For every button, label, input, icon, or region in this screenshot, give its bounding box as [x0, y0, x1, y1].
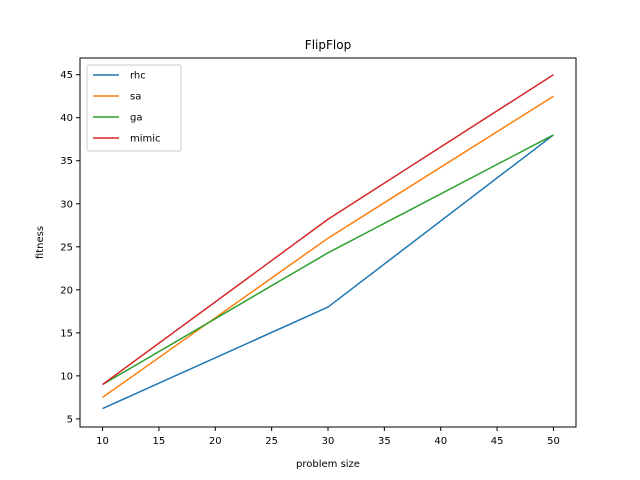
legend: rhc sa ga mimic: [86, 64, 182, 152]
series-layer: [102, 74, 554, 410]
legend-label-sa: sa: [130, 92, 141, 103]
legend-label-ga: ga: [130, 113, 142, 124]
y-tick-label: 25: [60, 242, 73, 253]
y-tick-label: 35: [60, 156, 73, 167]
x-tick-label: 10: [96, 436, 109, 447]
y-axis: 5 10 15 20 25 30 35 40 45: [60, 70, 80, 425]
y-tick-label: 5: [67, 414, 73, 425]
series-line-ga: [102, 134, 554, 386]
x-tick-label: 50: [547, 436, 560, 447]
x-tick-label: 25: [265, 436, 278, 447]
x-tick-label: 35: [378, 436, 391, 447]
y-tick-label: 45: [60, 70, 73, 81]
x-tick-label: 40: [434, 436, 447, 447]
y-tick-label: 30: [60, 199, 73, 210]
x-tick-label: 20: [209, 436, 222, 447]
x-tick-label: 15: [153, 436, 166, 447]
x-axis: 10 15 20 25 30 35 40 45 50: [96, 427, 560, 447]
y-axis-label: fitness: [35, 226, 46, 259]
legend-label-rhc: rhc: [130, 71, 146, 82]
series-line-sa: [102, 95, 554, 399]
legend-box: [86, 64, 182, 152]
series-line-rhc: [102, 134, 554, 410]
legend-label-mimic: mimic: [130, 134, 161, 145]
y-tick-label: 40: [60, 113, 73, 124]
x-tick-label: 45: [491, 436, 504, 447]
x-axis-label: problem size: [296, 459, 360, 470]
series-line-mimic: [102, 74, 554, 386]
y-tick-label: 15: [60, 328, 73, 339]
y-tick-label: 10: [60, 371, 73, 382]
y-tick-label: 20: [60, 285, 73, 296]
x-tick-label: 30: [322, 436, 335, 447]
chart-title: FlipFlop: [305, 38, 351, 52]
